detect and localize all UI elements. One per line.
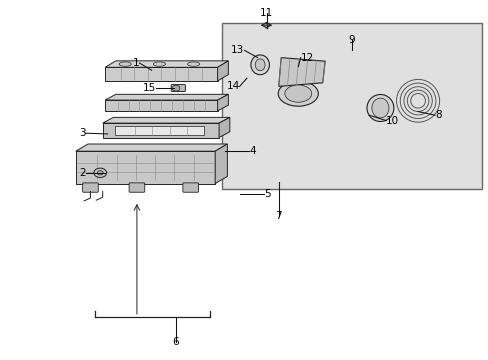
Polygon shape	[217, 94, 228, 111]
FancyBboxPatch shape	[115, 126, 204, 135]
FancyBboxPatch shape	[105, 100, 217, 111]
Circle shape	[97, 171, 103, 175]
FancyBboxPatch shape	[183, 183, 198, 192]
Text: 4: 4	[249, 146, 256, 156]
Ellipse shape	[284, 85, 311, 102]
Ellipse shape	[371, 98, 388, 118]
FancyBboxPatch shape	[82, 183, 98, 192]
FancyBboxPatch shape	[102, 123, 219, 138]
Ellipse shape	[153, 62, 165, 66]
Text: 11: 11	[259, 8, 273, 18]
Ellipse shape	[255, 59, 264, 71]
Text: 13: 13	[231, 45, 244, 55]
Polygon shape	[76, 144, 227, 151]
Text: 12: 12	[300, 53, 313, 63]
FancyBboxPatch shape	[171, 85, 185, 91]
Ellipse shape	[187, 62, 200, 66]
Text: 5: 5	[264, 189, 270, 199]
Ellipse shape	[119, 62, 131, 66]
Text: 15: 15	[143, 83, 156, 93]
Text: 2: 2	[79, 168, 85, 178]
Circle shape	[172, 85, 180, 91]
Polygon shape	[105, 94, 228, 100]
FancyBboxPatch shape	[105, 67, 217, 81]
Ellipse shape	[250, 55, 269, 75]
FancyBboxPatch shape	[76, 151, 215, 184]
Polygon shape	[278, 58, 325, 86]
Circle shape	[94, 168, 106, 177]
Text: 6: 6	[172, 337, 179, 347]
Text: 8: 8	[434, 110, 441, 120]
Polygon shape	[102, 117, 229, 123]
FancyBboxPatch shape	[129, 183, 144, 192]
Text: 9: 9	[348, 35, 355, 45]
Text: 7: 7	[275, 211, 282, 221]
Polygon shape	[215, 144, 227, 184]
Ellipse shape	[366, 94, 393, 122]
Polygon shape	[219, 117, 229, 138]
Polygon shape	[217, 61, 228, 81]
Polygon shape	[105, 61, 228, 67]
Text: 14: 14	[226, 81, 239, 91]
Text: 1: 1	[132, 58, 139, 68]
Text: 10: 10	[386, 116, 399, 126]
Ellipse shape	[278, 81, 318, 106]
Bar	[222, 23, 481, 189]
Text: 3: 3	[79, 128, 85, 138]
